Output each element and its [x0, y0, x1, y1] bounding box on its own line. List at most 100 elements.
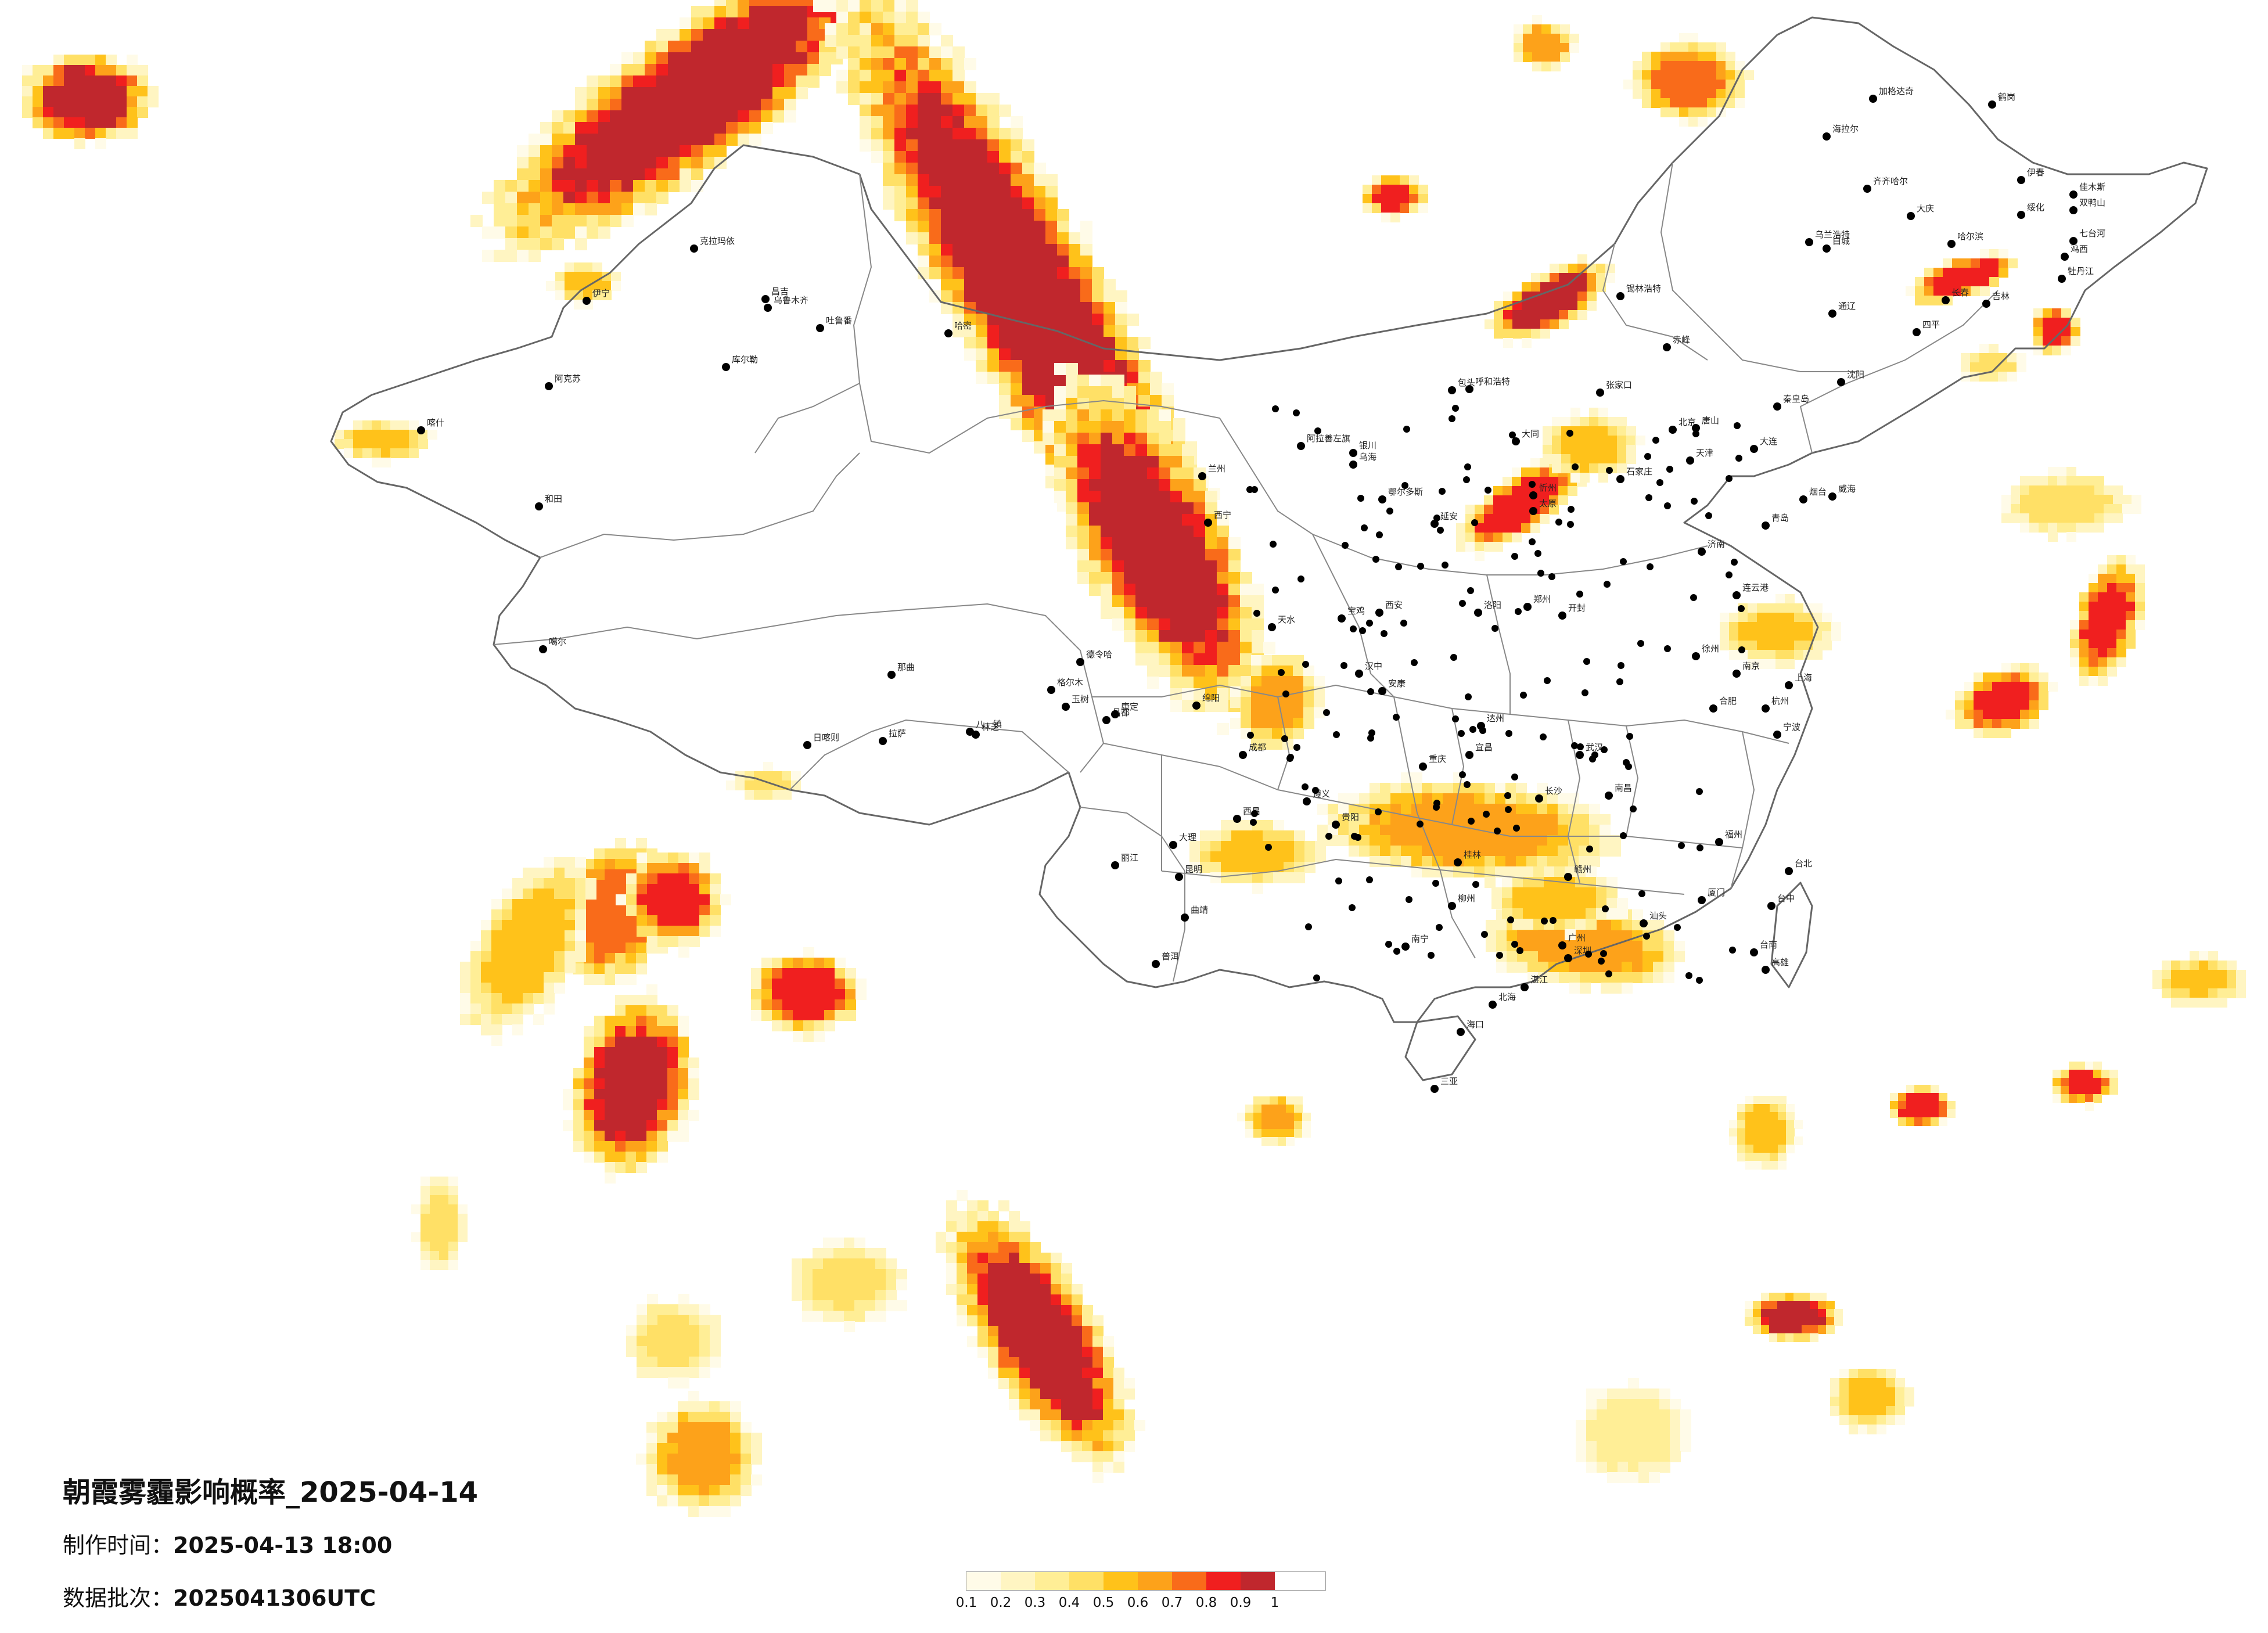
haze-cell — [2039, 672, 2048, 682]
haze-cell — [726, 17, 738, 30]
haze-cell — [512, 930, 523, 941]
haze-cell — [848, 58, 860, 70]
haze-cell — [1011, 383, 1023, 395]
city-dot — [1411, 659, 1418, 666]
haze-cell — [1261, 1105, 1270, 1113]
haze-cell — [646, 1464, 657, 1475]
haze-cell — [726, 64, 738, 76]
haze-cell — [502, 1014, 513, 1025]
haze-cell — [594, 1047, 605, 1058]
haze-cell — [1092, 1462, 1104, 1473]
city-dot — [1529, 538, 1536, 545]
haze-cell — [953, 279, 965, 291]
city-dot — [1233, 815, 1241, 823]
haze-cell — [1589, 436, 1599, 445]
haze-cell — [1989, 277, 1999, 287]
haze-cell — [2085, 1086, 2094, 1095]
haze-cell — [929, 186, 941, 198]
haze-cell — [1698, 107, 1708, 117]
haze-cell — [598, 215, 610, 227]
haze-cell — [1170, 537, 1182, 549]
haze-cell — [988, 1211, 999, 1222]
haze-cell — [1642, 61, 1652, 71]
haze-cell — [1030, 1399, 1041, 1410]
haze-cell — [646, 1422, 657, 1433]
haze-cell — [1753, 1161, 1762, 1170]
haze-cell — [1946, 710, 1956, 720]
haze-cell — [362, 448, 372, 458]
haze-cell — [1381, 175, 1391, 185]
haze-cell — [998, 1253, 1009, 1264]
haze-cell — [482, 250, 494, 262]
haze-cell — [544, 951, 555, 962]
haze-cell — [1159, 549, 1171, 561]
haze-cell — [726, 0, 738, 6]
haze-cell — [1252, 841, 1263, 852]
haze-cell — [1011, 128, 1023, 140]
haze-cell — [1547, 846, 1558, 857]
haze-cell — [563, 215, 576, 227]
city-label: 包头 — [1458, 377, 1475, 388]
haze-cell — [1496, 941, 1507, 952]
haze-cell — [688, 1485, 699, 1496]
haze-cell — [1974, 672, 1983, 682]
haze-cell — [420, 1177, 430, 1186]
haze-cell — [1034, 232, 1046, 244]
haze-cell — [1745, 1120, 1754, 1129]
haze-cell — [1503, 477, 1512, 487]
haze-cell — [494, 192, 506, 204]
haze-cell — [1112, 444, 1124, 456]
haze-cell — [1030, 1347, 1041, 1358]
haze-cell — [1019, 1232, 1030, 1243]
city-dot — [1750, 445, 1758, 453]
haze-cell — [584, 1078, 595, 1089]
haze-cell — [1159, 479, 1171, 491]
haze-cell — [1057, 232, 1069, 244]
haze-cell — [633, 110, 645, 123]
haze-cell — [1112, 618, 1124, 631]
haze-cell — [803, 1031, 814, 1042]
haze-cell — [1135, 467, 1148, 480]
haze-cell — [470, 1014, 481, 1025]
haze-cell — [1983, 719, 1993, 729]
haze-cell — [1293, 666, 1304, 677]
haze-cell — [720, 1495, 731, 1506]
haze-cell — [400, 448, 409, 458]
haze-cell — [668, 853, 679, 864]
city-dot — [1913, 328, 1921, 336]
haze-cell — [1077, 398, 1090, 410]
city-dot — [1571, 742, 1578, 749]
haze-cell — [2152, 979, 2162, 989]
city-label: 大同 — [1522, 429, 1539, 439]
haze-cell — [1418, 185, 1428, 195]
haze-cell — [1051, 1399, 1062, 1410]
haze-cell — [2199, 979, 2209, 989]
haze-cell — [678, 1412, 689, 1423]
haze-cell — [2079, 648, 2089, 658]
haze-cell — [1794, 1120, 1803, 1129]
haze-cell — [411, 1232, 421, 1242]
city-label: 成都 — [1249, 742, 1266, 753]
haze-cell — [636, 1152, 647, 1163]
haze-cell — [1228, 642, 1241, 654]
haze-cell — [1061, 1389, 1072, 1400]
haze-cell — [491, 1035, 502, 1046]
city-label: 大庆 — [1917, 203, 1934, 214]
haze-cell — [1587, 301, 1597, 311]
haze-cell — [1522, 319, 1532, 329]
city-dot — [2069, 190, 2077, 199]
haze-cell — [1653, 951, 1664, 962]
haze-cell — [953, 139, 965, 152]
haze-cell — [987, 105, 1000, 117]
haze-cell — [430, 1251, 440, 1261]
haze-cell — [1586, 1409, 1597, 1420]
haze-cell — [565, 909, 576, 920]
haze-cell — [1221, 820, 1232, 831]
haze-cell — [2043, 308, 2053, 318]
haze-cell — [1228, 595, 1241, 607]
haze-cell — [657, 1464, 668, 1475]
haze-cell — [678, 1058, 689, 1069]
haze-cell — [1617, 426, 1627, 436]
haze-cell — [1241, 676, 1252, 687]
haze-cell — [964, 128, 976, 140]
